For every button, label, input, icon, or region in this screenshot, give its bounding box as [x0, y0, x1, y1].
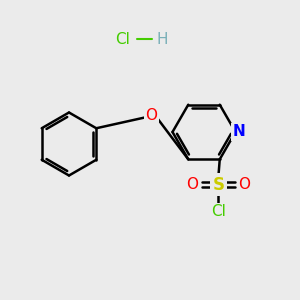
Text: O: O — [186, 177, 198, 192]
Text: O: O — [238, 177, 250, 192]
Text: H: H — [156, 32, 167, 46]
Text: Cl: Cl — [116, 32, 130, 46]
Text: Cl: Cl — [211, 204, 226, 219]
Text: N: N — [233, 124, 245, 140]
Text: O: O — [146, 108, 158, 123]
Text: S: S — [212, 176, 224, 194]
